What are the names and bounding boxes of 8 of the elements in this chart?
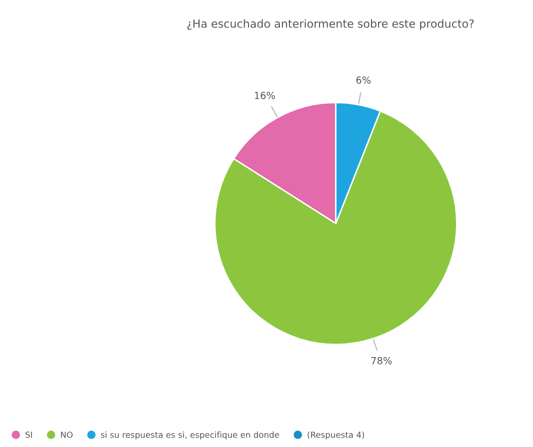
chart-title: ¿Ha escuchado anteriormente sobre este producto? xyxy=(187,19,474,30)
legend-label: SI xyxy=(26,432,32,438)
legend-label: si su respuesta es si, especifique en donde xyxy=(100,431,280,440)
legend-label: (Respuesta 4) xyxy=(308,431,364,440)
data-label: 6% xyxy=(356,76,371,84)
data-label: 78% xyxy=(371,357,392,364)
data-label: 16% xyxy=(254,92,275,100)
legend-label: NO xyxy=(61,432,73,438)
